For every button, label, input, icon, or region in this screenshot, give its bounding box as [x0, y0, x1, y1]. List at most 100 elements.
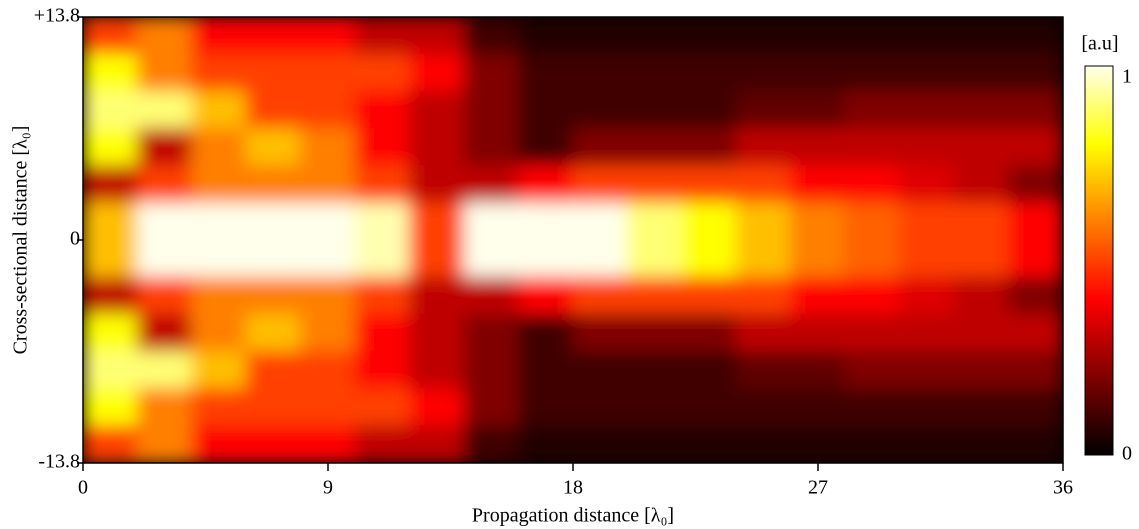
heatmap-cell — [844, 165, 901, 204]
heatmap-cell — [1008, 276, 1063, 315]
heatmap-cell — [354, 202, 411, 241]
heatmap-cell — [83, 128, 138, 167]
heatmap-cell — [518, 313, 574, 352]
heatmap-cell — [463, 53, 520, 92]
heatmap-cell — [518, 165, 574, 204]
heatmap-cell — [409, 90, 465, 129]
heatmap-cell — [409, 53, 465, 92]
heatmap-cell — [245, 165, 302, 204]
heatmap-cell — [572, 53, 628, 92]
heatmap-cell — [1008, 165, 1063, 204]
heatmap-cell — [681, 388, 737, 427]
heatmap-cell — [735, 202, 792, 241]
y-axis-title: Cross-sectional distance [λ₀] — [10, 126, 32, 355]
heatmap-cell — [899, 239, 955, 278]
heatmap-cell — [626, 239, 683, 278]
heatmap-cell — [136, 53, 193, 92]
heatmap-cell — [899, 388, 955, 427]
heatmap-cell — [735, 239, 792, 278]
heatmap — [83, 17, 1063, 463]
heatmap-cell — [1008, 53, 1063, 92]
heatmap-cell — [735, 388, 792, 427]
heatmap-cell — [518, 53, 574, 92]
heatmap-cell — [626, 17, 683, 55]
heatmap-cell — [463, 202, 520, 241]
heatmap-cell — [300, 313, 356, 352]
heatmap-cell — [463, 276, 520, 315]
heatmap-cell — [572, 202, 628, 241]
heatmap-cell — [463, 388, 520, 427]
heatmap-cell — [191, 90, 247, 129]
heatmap-cell — [354, 313, 411, 352]
heatmap-cell — [409, 425, 465, 463]
colorbar-tick-label: 0 — [1122, 443, 1132, 465]
heatmap-cell — [300, 425, 356, 463]
heatmap-cell — [899, 165, 955, 204]
heatmap-cell — [191, 425, 247, 463]
heatmap-cell — [245, 313, 302, 352]
heatmap-cell — [83, 90, 138, 129]
heatmap-cell — [572, 313, 628, 352]
heatmap-cell — [191, 351, 247, 390]
heatmap-cell — [572, 351, 628, 390]
x-tick-label: 27 — [808, 477, 828, 499]
heatmap-cell — [354, 128, 411, 167]
colorbar — [1084, 65, 1114, 456]
heatmap-cell — [518, 202, 574, 241]
heatmap-cell — [844, 90, 901, 129]
heatmap-cell — [681, 276, 737, 315]
heatmap-cell — [899, 425, 955, 463]
heatmap-cell — [191, 313, 247, 352]
heatmap-cell — [735, 128, 792, 167]
heatmap-cell — [83, 53, 138, 92]
heatmap-cell — [953, 388, 1010, 427]
heatmap-cell — [354, 90, 411, 129]
heatmap-cell — [300, 53, 356, 92]
heatmap-cell — [953, 239, 1010, 278]
heatmap-cell — [300, 128, 356, 167]
heatmap-cell — [191, 128, 247, 167]
heatmap-cell — [626, 388, 683, 427]
heatmap-cell — [899, 53, 955, 92]
heatmap-cell — [245, 53, 302, 92]
heatmap-cell — [681, 425, 737, 463]
heatmap-cell — [953, 202, 1010, 241]
heatmap-cell — [83, 388, 138, 427]
heatmap-cell — [844, 388, 901, 427]
heatmap-cell — [790, 425, 846, 463]
heatmap-cell — [83, 313, 138, 352]
heatmap-cell — [626, 313, 683, 352]
heatmap-cell — [790, 53, 846, 92]
heatmap-cell — [572, 425, 628, 463]
heatmap-cell — [463, 313, 520, 352]
heatmap-cell — [409, 128, 465, 167]
heatmap-cell — [681, 90, 737, 129]
heatmap-cell — [136, 425, 193, 463]
x-axis-title: Propagation distance [λ₀] — [472, 505, 674, 527]
heatmap-cell — [572, 239, 628, 278]
heatmap-cell — [790, 239, 846, 278]
heatmap-cell — [572, 165, 628, 204]
heatmap-cell — [681, 17, 737, 55]
heatmap-cell — [899, 128, 955, 167]
heatmap-cell — [463, 425, 520, 463]
heatmap-cell — [409, 313, 465, 352]
heatmap-cell — [790, 351, 846, 390]
heatmap-cell — [409, 17, 465, 55]
x-tick-label: 18 — [563, 477, 583, 499]
heatmap-cell — [953, 276, 1010, 315]
heatmap-cell — [245, 202, 302, 241]
heatmap-cell — [844, 17, 901, 55]
heatmap-cell — [83, 202, 138, 241]
heatmap-cell — [300, 202, 356, 241]
heatmap-cell — [136, 313, 193, 352]
heatmap-cell — [463, 90, 520, 129]
heatmap-cell — [463, 17, 520, 55]
heatmap-cell — [681, 239, 737, 278]
heatmap-cell — [1008, 313, 1063, 352]
heatmap-cell — [245, 351, 302, 390]
heatmap-cell — [463, 128, 520, 167]
heatmap-cell — [681, 202, 737, 241]
heatmap-cell — [354, 165, 411, 204]
